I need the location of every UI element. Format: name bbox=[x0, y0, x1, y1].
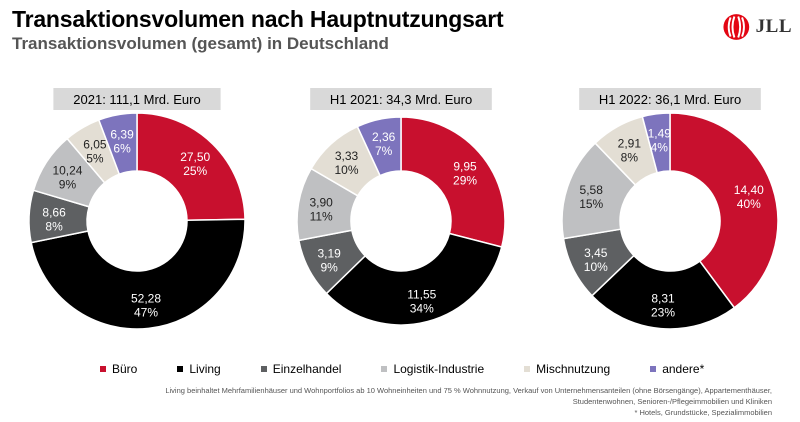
donut-slice-andere bbox=[641, 112, 671, 174]
slice-percent-label-buero: 25% bbox=[183, 164, 207, 178]
slice-value-label-living: 8,31 bbox=[651, 292, 675, 306]
jll-logo: JLL bbox=[722, 10, 792, 44]
legend-item-logistik: Logistik-Industrie bbox=[381, 362, 484, 376]
footnote: Living beinhaltet Mehrfamilienhäuser und… bbox=[132, 385, 772, 418]
legend-swatch-misch bbox=[524, 366, 531, 372]
slice-value-label-misch: 3,33 bbox=[335, 149, 359, 163]
slice-percent-label-buero: 40% bbox=[737, 197, 761, 211]
slice-percent-label-andere: 4% bbox=[651, 141, 669, 155]
donut-slice-living bbox=[30, 218, 246, 330]
slice-percent-label-living: 47% bbox=[134, 306, 158, 320]
page-subtitle: Transaktionsvolumen (gesamt) in Deutschl… bbox=[12, 34, 389, 53]
legend-label-logistik: Logistik-Industrie bbox=[393, 362, 485, 376]
logo-text: JLL bbox=[755, 16, 792, 37]
slice-value-label-logistik: 3,90 bbox=[309, 195, 333, 209]
slice-value-label-living: 11,55 bbox=[407, 287, 436, 301]
slice-value-label-buero: 27,50 bbox=[180, 150, 210, 164]
legend: Büro Living Einzelhandel Logistik-Indust… bbox=[100, 360, 760, 378]
slice-percent-label-living: 34% bbox=[410, 301, 434, 315]
slice-percent-label-misch: 10% bbox=[335, 163, 359, 177]
legend-item-living: Living bbox=[177, 362, 221, 376]
legend-swatch-logistik bbox=[381, 366, 388, 372]
slice-value-label-logistik: 5,58 bbox=[580, 183, 604, 197]
donut-slice-living bbox=[325, 232, 503, 326]
slice-value-label-misch: 2,91 bbox=[618, 137, 642, 151]
chart-title-box bbox=[310, 88, 492, 110]
chart-title: 2021: 111,1 Mrd. Euro bbox=[73, 92, 200, 107]
donut-slice-buero bbox=[400, 116, 506, 248]
legend-swatch-andere bbox=[650, 366, 657, 372]
legend-item-einzelhandel: Einzelhandel bbox=[260, 362, 342, 376]
slice-percent-label-einzelhandel: 10% bbox=[584, 260, 608, 274]
legend-label-andere: andere* bbox=[662, 362, 705, 376]
legend-item-buero: Büro bbox=[100, 362, 137, 376]
legend-item-misch: Mischnutzung bbox=[524, 362, 610, 376]
slice-percent-label-living: 23% bbox=[651, 306, 675, 320]
legend-label-buero: Büro bbox=[112, 362, 138, 376]
slice-percent-label-logistik: 9% bbox=[59, 178, 77, 192]
slice-value-label-einzelhandel: 3,45 bbox=[584, 246, 608, 260]
slice-percent-label-misch: 5% bbox=[86, 151, 104, 165]
donut-slice-buero bbox=[136, 112, 246, 221]
slice-percent-label-einzelhandel: 8% bbox=[45, 219, 63, 233]
slice-percent-label-logistik: 11% bbox=[310, 209, 333, 223]
donut-charts: 2021: 111,1 Mrd. Euro 27,50 25% 52,28 47% 8,6… bbox=[0, 80, 800, 350]
chart-title: H1 2021: 34,3 Mrd. Euro bbox=[330, 92, 472, 107]
slice-value-label-andere: 1,49 bbox=[648, 127, 672, 141]
donut-slice-andere bbox=[356, 116, 402, 177]
slice-percent-label-andere: 6% bbox=[113, 141, 131, 155]
slice-value-label-buero: 9,95 bbox=[453, 159, 477, 173]
chart-title: H1 2022: 36,1 Mrd. Euro bbox=[599, 92, 741, 107]
legend-label-einzelhandel: Einzelhandel bbox=[272, 362, 342, 376]
page-title: Transaktionsvolumen nach Hauptnutzungsar… bbox=[12, 6, 504, 32]
chart-title-box bbox=[579, 88, 761, 110]
slice-percent-label-logistik: 15% bbox=[579, 197, 603, 211]
legend-label-living: Living bbox=[189, 362, 221, 376]
jll-logo-icon bbox=[723, 14, 750, 40]
legend-swatch-living bbox=[177, 366, 184, 372]
slice-percent-label-einzelhandel: 9% bbox=[320, 260, 338, 274]
donut-slice-buero bbox=[669, 112, 779, 309]
footnote-line-3: * Hotels, Grundstücke, Spezialimmobilien bbox=[634, 408, 772, 417]
slice-percent-label-andere: 7% bbox=[375, 144, 393, 158]
slice-percent-label-misch: 8% bbox=[621, 151, 639, 165]
chart-title-box bbox=[53, 88, 221, 110]
legend-swatch-buero bbox=[100, 366, 106, 372]
donut-slice-andere bbox=[97, 112, 138, 176]
slice-value-label-einzelhandel: 8,66 bbox=[42, 205, 66, 219]
legend-label-misch: Mischnutzung bbox=[536, 362, 611, 376]
donut-slice-living bbox=[590, 254, 736, 330]
slice-value-label-andere: 2,36 bbox=[372, 130, 396, 144]
slice-percent-label-buero: 29% bbox=[453, 173, 477, 187]
legend-item-andere: andere* bbox=[650, 362, 704, 376]
slice-value-label-living: 52,28 bbox=[131, 292, 161, 306]
slice-value-label-einzelhandel: 3,19 bbox=[317, 246, 341, 260]
slice-value-label-misch: 6,05 bbox=[83, 137, 107, 151]
footnote-line-1: Living beinhaltet Mehrfamilienhäuser und… bbox=[165, 386, 772, 395]
footnote-line-2: Studentenwohnen, Senioren-/Pflegeimmobil… bbox=[572, 397, 772, 406]
slice-value-label-buero: 14,40 bbox=[734, 183, 764, 197]
slice-value-label-andere: 6,39 bbox=[110, 127, 134, 141]
legend-swatch-einzelhandel bbox=[260, 366, 267, 372]
slice-value-label-logistik: 10,24 bbox=[52, 164, 82, 178]
